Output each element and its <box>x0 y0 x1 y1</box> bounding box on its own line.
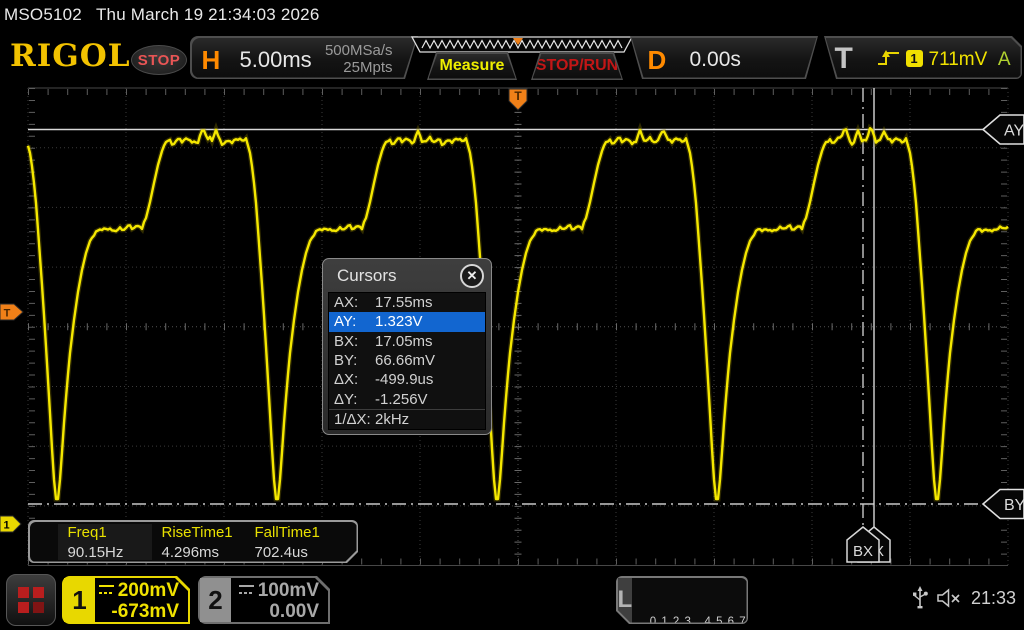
delay-panel[interactable]: D 0.00s <box>630 36 818 79</box>
horizontal-panel[interactable]: H 5.00ms 500MSa/s 25Mpts <box>190 36 418 79</box>
cursor-row-value: 1.323V <box>375 313 423 331</box>
stop-run-button[interactable]: STOP/RUN <box>531 52 623 80</box>
cursor-row-by[interactable]: BY: 66.66mV <box>329 351 485 370</box>
preview-trigger-position-icon <box>513 38 523 45</box>
measurement-risetime[interactable]: RiseTime1 4.296ms <box>162 524 233 561</box>
measurement-value: 702.4us <box>254 543 308 561</box>
logic-channels-badge[interactable]: L 0 1 2 3 4 5 6 7 8 9 10 11 12 13 14 15 <box>616 576 748 624</box>
graticule <box>27 87 1009 566</box>
dc-coupling-icon <box>239 585 254 596</box>
measurement-freq[interactable]: Freq1 90.15Hz <box>68 524 124 561</box>
cursor-bx-flag-label: BX <box>853 543 873 560</box>
trigger-coupling: A <box>997 48 1011 70</box>
channel1-offset-marker[interactable]: 1 <box>0 515 22 533</box>
cursor-row-label: AY: <box>334 313 357 331</box>
titlebar: MSO5102 Thu March 19 21:34:03 2026 <box>4 5 333 25</box>
measurement-column-highlight <box>58 524 152 560</box>
cursor-row-label: ΔY: <box>334 390 358 408</box>
channel1-offset: -673mV <box>111 601 179 622</box>
channel2-badge[interactable]: 2 100mV 0.00V <box>198 576 330 624</box>
cursor-row-inv-dx[interactable]: 1/ΔX: 2kHz <box>329 408 485 429</box>
preview-waveform <box>421 39 623 50</box>
trigger-position-marker-label: T <box>514 89 522 103</box>
cursor-row-label: BY: <box>334 351 358 369</box>
cursor-row-value: 17.55ms <box>375 294 433 312</box>
cursor-row-dy[interactable]: ΔY: -1.256V <box>329 389 485 408</box>
channel2-number: 2 <box>200 578 231 622</box>
preview-outline <box>410 36 634 53</box>
cursor-row-ax[interactable]: AX: 17.55ms <box>329 293 485 312</box>
acquisition-status-badge: STOP <box>131 45 187 75</box>
channel1-trace <box>26 127 1009 501</box>
trigger-level-marker[interactable]: T <box>0 303 24 321</box>
stop-run-button-label: STOP/RUN <box>533 54 622 79</box>
cursor-by-flag[interactable]: BY <box>981 488 1024 520</box>
horizontal-label: H <box>201 44 221 75</box>
channel2-offset: 0.00V <box>269 601 319 622</box>
usb-icon <box>912 586 928 609</box>
cursor-row-value: 17.05ms <box>375 332 433 350</box>
logic-channel-numbers: 0 1 2 3 4 5 6 7 8 9 10 11 12 13 14 15 <box>649 615 747 628</box>
measurement-value: 90.15Hz <box>67 543 124 561</box>
cursors-dialog[interactable]: Cursors ✕ AX: 17.55ms AY: 1.323V BX: 17.05m… <box>322 258 492 435</box>
trigger-source-badge: 1 <box>906 50 923 67</box>
cursor-row-value: -1.256V <box>375 390 428 408</box>
model-name: MSO5102 <box>4 5 82 24</box>
cursor-bx-flag[interactable]: BX <box>846 526 880 563</box>
measurement-label: FallTime1 <box>254 523 320 541</box>
logic-label: L <box>618 578 633 623</box>
measure-button-label: Measure <box>429 54 516 79</box>
measurement-value: 4.296ms <box>161 543 220 561</box>
measurement-falltime[interactable]: FallTime1 702.4us <box>255 524 320 561</box>
cursor-row-label: BX: <box>334 332 359 350</box>
trigger-panel[interactable]: T 1 711mV A <box>824 36 1022 79</box>
cursor-row-value: 66.66mV <box>375 351 436 369</box>
cursors-value-list: AX: 17.55ms AY: 1.323V BX: 17.05ms BY: 66.66… <box>328 292 486 430</box>
trigger-level: 711mV <box>928 48 988 70</box>
cursor-by-flag-label: BY <box>1004 497 1024 514</box>
cursor-row-label: AX: <box>334 294 359 312</box>
close-icon[interactable]: ✕ <box>460 264 484 288</box>
cursor-row-value: -499.9us <box>375 371 434 389</box>
cursor-ay-flag[interactable]: AY <box>981 114 1024 145</box>
clock: 21:33 <box>970 587 1016 608</box>
cursor-ay-flag-label: AY <box>1004 123 1024 140</box>
channel2-scale: 100mV <box>231 580 319 601</box>
channel1-badge[interactable]: 1 200mV -673mV <box>62 576 190 624</box>
cursor-row-label: ΔX: <box>334 371 359 389</box>
measure-button[interactable]: Measure <box>427 52 517 80</box>
cursor-row-value: 2kHz <box>375 410 410 428</box>
menu-button[interactable] <box>6 574 56 626</box>
measurement-label: RiseTime1 <box>161 523 233 541</box>
dc-coupling-icon <box>99 585 114 596</box>
speaker-muted-icon[interactable] <box>936 587 963 609</box>
timebase-scale: 5.00ms <box>239 46 312 72</box>
rising-edge-icon <box>876 47 902 69</box>
waveform-display: T T 1 AY BY AX BX <box>0 87 1024 566</box>
waveform-preview-strip[interactable] <box>410 36 634 54</box>
delay-label: D <box>647 44 667 75</box>
measurements-panel[interactable]: Freq1 90.15Hz RiseTime1 4.296ms FallTime… <box>28 520 358 563</box>
cursor-row-dx[interactable]: ΔX: -499.9us <box>329 370 485 389</box>
channel1-number: 1 <box>64 578 95 622</box>
cursors-dialog-title: Cursors <box>337 266 397 285</box>
trigger-position-marker[interactable]: T <box>508 88 528 111</box>
channel1-scale: 200mV <box>95 580 179 601</box>
trigger-level-marker-label: T <box>4 308 11 320</box>
cursor-row-label: 1/ΔX: <box>334 410 371 428</box>
cursor-row-ay-selected[interactable]: AY: 1.323V <box>329 312 485 332</box>
rigol-logo: RIGOL <box>10 38 131 74</box>
channel1-offset-marker-label: 1 <box>3 520 9 532</box>
measurement-label: Freq1 <box>67 523 107 541</box>
sample-rate: 500MSa/s <box>324 41 393 59</box>
trigger-label: T <box>834 41 853 75</box>
cursor-row-bx[interactable]: BX: 17.05ms <box>329 332 485 351</box>
delay-value: 0.00s <box>689 47 741 71</box>
memory-depth: 25Mpts <box>343 58 393 76</box>
datetime: Thu March 19 21:34:03 2026 <box>95 5 320 24</box>
